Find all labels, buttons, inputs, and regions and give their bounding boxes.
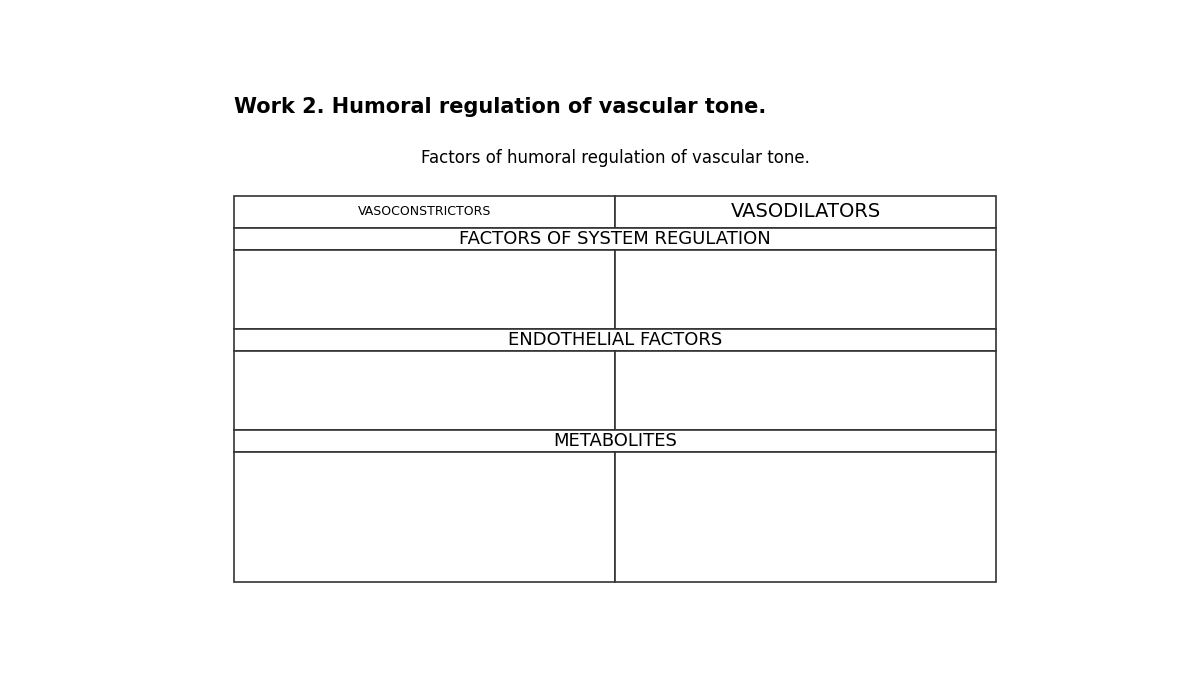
Bar bbox=[616, 452, 996, 582]
Bar bbox=[616, 250, 996, 328]
Bar bbox=[616, 196, 996, 227]
Bar bbox=[234, 250, 616, 328]
Bar bbox=[616, 351, 996, 430]
Text: Work 2. Humoral regulation of vascular tone.: Work 2. Humoral regulation of vascular t… bbox=[234, 97, 766, 117]
Bar bbox=[234, 196, 616, 227]
Text: ENDOTHELIAL FACTORS: ENDOTHELIAL FACTORS bbox=[508, 330, 722, 349]
Bar bbox=[234, 328, 996, 351]
Bar bbox=[234, 430, 996, 452]
Text: VASODILATORS: VASODILATORS bbox=[731, 202, 881, 221]
Bar bbox=[234, 227, 996, 250]
Bar bbox=[234, 351, 616, 430]
Bar bbox=[234, 452, 616, 582]
Text: Factors of humoral regulation of vascular tone.: Factors of humoral regulation of vascula… bbox=[420, 149, 810, 167]
Text: VASOCONSTRICTORS: VASOCONSTRICTORS bbox=[358, 205, 491, 218]
Text: METABOLITES: METABOLITES bbox=[553, 432, 677, 450]
Text: FACTORS OF SYSTEM REGULATION: FACTORS OF SYSTEM REGULATION bbox=[460, 230, 770, 248]
